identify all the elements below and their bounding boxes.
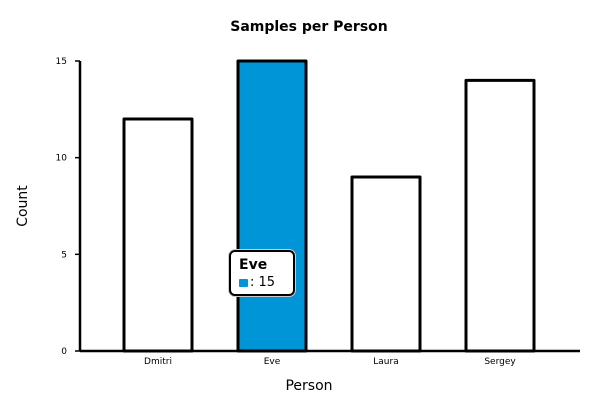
tooltip-swatch-icon (239, 278, 248, 287)
x-tick-label-eve: Eve (264, 357, 281, 367)
y-tick-label-5: 5 (61, 250, 67, 260)
bars-layer (122, 59, 536, 353)
y-axis-label: Count (15, 185, 31, 227)
y-tick-label-10: 10 (56, 154, 68, 164)
tooltip-title: Eve (239, 257, 268, 273)
tooltip: Eve : 15 (229, 250, 295, 296)
y-tick-label-15: 15 (56, 57, 67, 67)
x-tick-label-dmitri: Dmitri (144, 357, 172, 367)
bar-sergey[interactable] (464, 78, 536, 353)
x-axis-label: Person (285, 378, 332, 394)
axes-layer (75, 60, 580, 353)
bar-laura[interactable] (350, 175, 422, 353)
chart-title: Samples per Person (230, 19, 388, 35)
tooltip-value-row: : 15 (239, 274, 285, 291)
x-tick-label-sergey: Sergey (484, 357, 516, 367)
tooltip-value: : 15 (250, 275, 276, 290)
bar-eve[interactable] (236, 59, 308, 353)
ticks-layer: Dmitri Eve Laura Sergey 0 5 10 15 (56, 57, 517, 367)
x-tick-label-laura: Laura (373, 357, 398, 367)
bar-dmitri[interactable] (122, 117, 194, 353)
y-tick-label-0: 0 (61, 347, 67, 357)
